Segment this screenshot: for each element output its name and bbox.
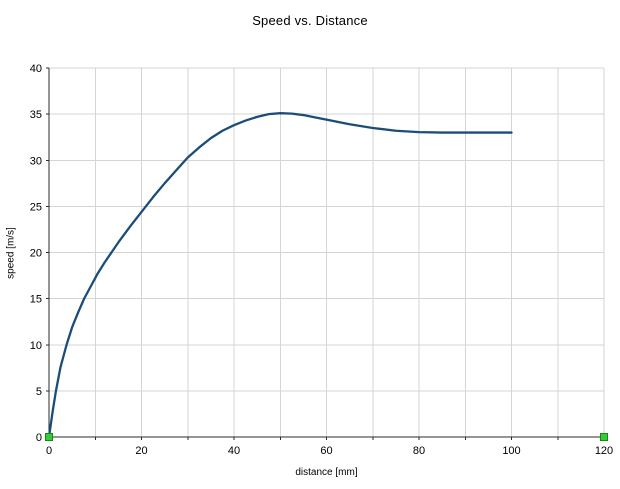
y-tick-label[interactable]: 30 [30,155,42,167]
chart-title[interactable]: Speed vs. Distance [252,13,368,28]
x-axis-title[interactable]: distance [mm] [295,467,358,478]
y-tick-label[interactable]: 15 [30,294,42,306]
selection-handle[interactable] [45,433,53,441]
y-tick-label[interactable]: 35 [30,109,42,121]
series-line[interactable] [47,112,513,439]
y-tick-label[interactable]: 25 [30,201,42,213]
y-tick-label[interactable]: 0 [36,432,42,444]
x-tick-label[interactable]: 100 [502,445,520,457]
x-tick-label[interactable]: 40 [228,445,240,457]
x-tick-label[interactable]: 0 [46,445,52,457]
y-tick-label[interactable]: 40 [30,63,42,75]
x-tick-label[interactable]: 120 [595,445,613,457]
x-tick-label[interactable]: 20 [135,445,147,457]
selection-handle[interactable] [600,433,608,441]
x-tick-label[interactable]: 60 [320,445,332,457]
y-tick-label[interactable]: 5 [36,386,42,398]
y-tick-label[interactable]: 10 [30,340,42,352]
y-tick-label[interactable]: 20 [30,248,42,260]
x-tick-label[interactable]: 80 [413,445,425,457]
